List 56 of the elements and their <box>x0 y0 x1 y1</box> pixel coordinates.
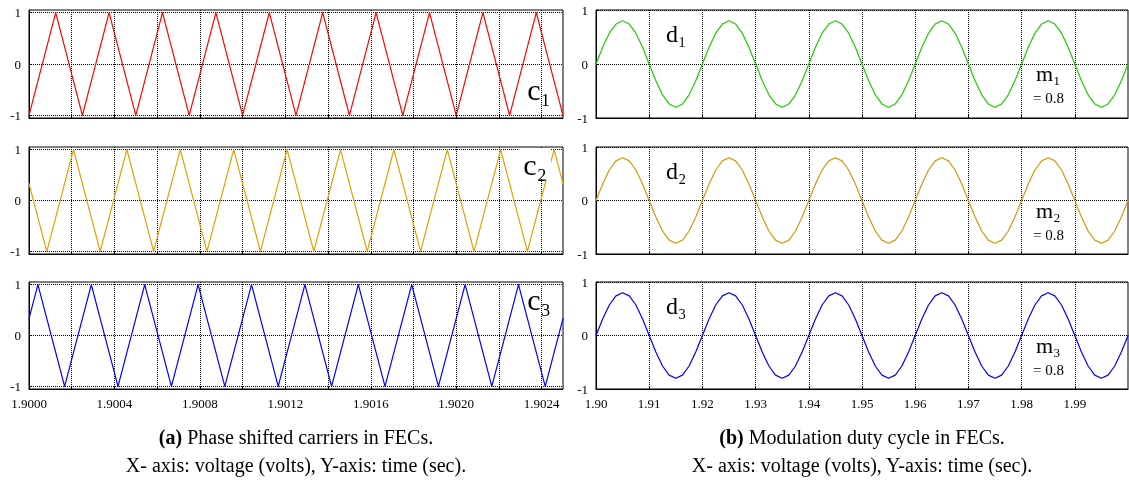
line-series <box>595 292 1129 379</box>
y-tick-label: 0 <box>14 328 21 343</box>
y-tick-label: 1 <box>581 274 588 290</box>
x-tick-label: 1.9000 <box>11 396 47 411</box>
y-tick-label: -1 <box>10 378 21 394</box>
text: X- axis: voltage (volts), Y-axis: time (sec). <box>691 454 1033 477</box>
x-tick-label: 1.9024 <box>523 396 561 411</box>
annotation: = 0.8 <box>1033 89 1064 106</box>
y-tick-label: -1 <box>10 243 21 259</box>
text: Phase shifted carriers in FECs. <box>182 426 434 448</box>
x-tick-label: 1.96 <box>903 396 928 411</box>
x-tick-label: 1.9012 <box>267 396 304 411</box>
y-tick-label: -1 <box>577 246 588 262</box>
y-tick-label: -1 <box>10 107 21 123</box>
y-tick-label: -1 <box>577 381 588 397</box>
x-tick-label: 1.90 <box>584 396 608 411</box>
y-tick-label: 0 <box>581 193 588 208</box>
text: X- axis: voltage (volts), Y-axis: time (sec). <box>125 454 467 477</box>
text: (b) <box>719 426 744 449</box>
line-series <box>595 20 1129 108</box>
y-tick-label: 1 <box>581 2 588 18</box>
y-tick-label: 1 <box>14 5 21 21</box>
x-tick-label: 1.93 <box>744 396 767 411</box>
x-tick-label: 1.98 <box>1010 396 1033 411</box>
annotation: = 0.8 <box>1033 226 1064 243</box>
x-tick-label: 1.9008 <box>182 396 218 411</box>
x-tick-label: 1.99 <box>1063 396 1087 411</box>
annotation: d₂ <box>666 158 687 184</box>
y-tick-label: 1 <box>14 142 21 158</box>
annotation: c₁ <box>527 72 552 106</box>
x-tick-label: 1.92 <box>691 396 714 411</box>
x-tick-label: 1.9020 <box>438 396 475 411</box>
y-tick-label: 1 <box>14 277 21 293</box>
annotation: m₂ <box>1036 197 1061 223</box>
annotation: d₃ <box>666 293 687 319</box>
annotation: c₂ <box>523 147 548 181</box>
y-tick-label: 0 <box>14 193 21 208</box>
annotation: m₃ <box>1036 332 1061 358</box>
annotation: c₃ <box>527 282 552 316</box>
y-tick-label: 0 <box>14 56 21 72</box>
y-tick-label: -1 <box>577 110 588 126</box>
annotation: m₁ <box>1036 60 1061 86</box>
annotation: = 0.8 <box>1033 361 1064 378</box>
y-tick-label: 1 <box>581 139 588 155</box>
annotation: d₁ <box>666 21 687 47</box>
x-tick-label: 1.9016 <box>352 396 390 411</box>
text: (a) <box>158 426 183 449</box>
x-tick-label: 1.94 <box>797 396 821 411</box>
x-tick-label: 1.91 <box>637 396 661 411</box>
line-series <box>595 157 1129 244</box>
x-tick-label: 1.9004 <box>96 396 133 411</box>
y-tick-label: 0 <box>581 56 588 72</box>
text: Modulation duty cycle in FECs. <box>743 426 1005 449</box>
y-tick-label: 0 <box>581 328 588 343</box>
x-tick-label: 1.95 <box>850 396 874 411</box>
x-tick-label: 1.97 <box>957 396 981 411</box>
